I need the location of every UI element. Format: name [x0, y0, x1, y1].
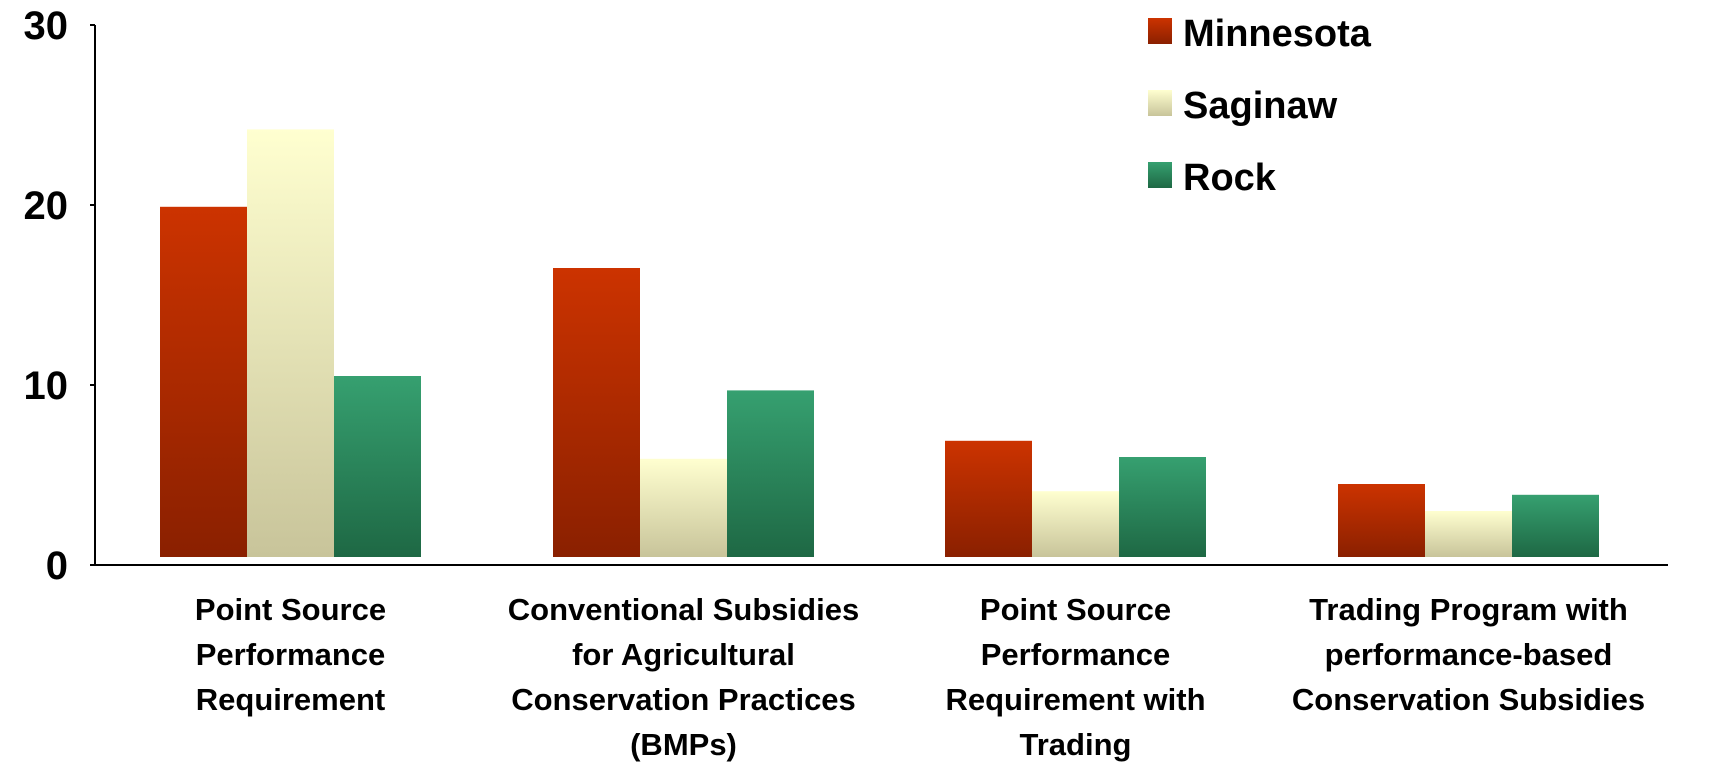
bar-saginaw-0 [247, 129, 334, 557]
legend-swatch-minnesota [1148, 18, 1172, 44]
bar-minnesota-3 [1338, 484, 1425, 557]
y-tick-label: 20 [24, 184, 69, 228]
bar-rock-1 [727, 390, 814, 557]
x-category-label: Point Source Performance Requirement [195, 592, 386, 717]
bar-saginaw-2 [1032, 491, 1119, 557]
legend-swatch-saginaw [1148, 90, 1172, 116]
bar-rock-2 [1119, 457, 1206, 557]
y-ticks-group: 0 10 20 30 [24, 4, 95, 588]
legend-label-minnesota: Minnesota [1183, 13, 1372, 55]
legend-label-rock: Rock [1183, 157, 1277, 199]
bar-minnesota-2 [945, 440, 1032, 557]
x-category-label: Trading Program with performance-based Con… [1292, 592, 1645, 717]
bar-minnesota-0 [160, 206, 247, 558]
bar-minnesota-1 [553, 268, 640, 557]
bars-group [160, 129, 1599, 558]
legend: Minnesota Saginaw Rock [1148, 13, 1372, 199]
x-category-label: Point Source Performance Requirement with T… [945, 592, 1205, 762]
legend-label-saginaw: Saginaw [1183, 85, 1338, 127]
y-tick-label: 10 [24, 364, 69, 408]
bar-rock-0 [334, 376, 421, 557]
category-labels-group: Point Source Performance Requirement Conven… [195, 592, 1645, 762]
x-category-label: Conventional Subsidies for Agricultural Co… [508, 592, 859, 762]
y-tick-label: 0 [46, 544, 68, 588]
bar-saginaw-3 [1425, 511, 1512, 557]
bar-rock-3 [1512, 494, 1599, 557]
y-tick-label: 30 [24, 4, 69, 48]
bar-saginaw-1 [640, 458, 727, 557]
legend-swatch-rock [1148, 162, 1172, 188]
